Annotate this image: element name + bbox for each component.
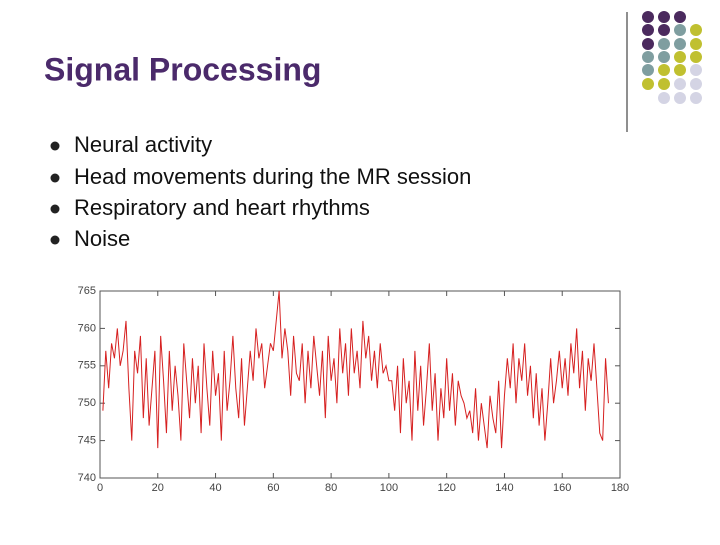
x-tick-label: 0 [97, 482, 103, 494]
bullet: Noise [74, 226, 130, 251]
x-tick-label: 40 [209, 482, 221, 494]
y-tick-label: 760 [78, 322, 96, 334]
plot-frame [99, 290, 621, 479]
x-tick-label: 120 [437, 482, 455, 494]
x-tick-label: 100 [380, 482, 398, 494]
signal-line [102, 290, 609, 449]
decoration [50, 11, 702, 245]
y-tick-label: 740 [78, 472, 96, 484]
bullet: Respiratory and heart rhythms [74, 195, 370, 220]
x-tick-label: 140 [495, 482, 513, 494]
x-tick-label: 60 [267, 482, 279, 494]
y-tick-label: 765 [78, 285, 96, 297]
x-tick-label: 20 [152, 482, 164, 494]
y-tick-label: 750 [78, 397, 96, 409]
bullet: Neural activity [74, 132, 212, 157]
x-tick-label: 80 [325, 482, 337, 494]
slide-title: Signal Processing [44, 51, 321, 87]
x-tick-label: 160 [553, 482, 571, 494]
y-tick-label: 755 [78, 360, 96, 372]
y-tick-label: 745 [78, 435, 96, 447]
bullet: Head movements during the MR session [74, 164, 471, 189]
x-tick-label: 180 [611, 482, 629, 494]
